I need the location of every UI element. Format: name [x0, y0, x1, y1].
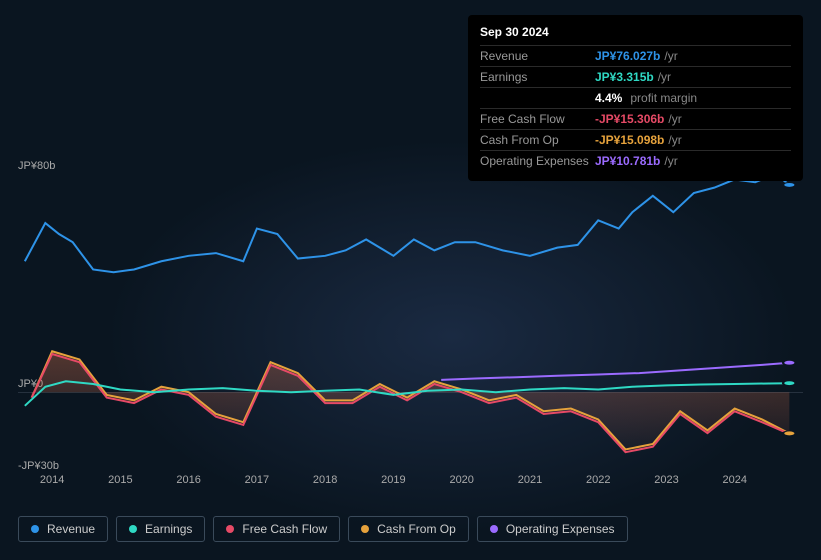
legend-label: Earnings — [145, 522, 192, 536]
x-axis-label: 2020 — [449, 474, 473, 486]
tooltip-row-value: JP¥10.781b — [595, 154, 660, 168]
tooltip-row-label: Earnings — [480, 70, 595, 84]
legend-dot-icon — [361, 525, 369, 533]
x-axis-label: 2022 — [586, 474, 610, 486]
tooltip-row: RevenueJP¥76.027b/yr — [480, 45, 791, 66]
tooltip-row-suffix: /yr — [668, 112, 681, 126]
legend-item-fcf[interactable]: Free Cash Flow — [213, 516, 340, 542]
legend-label: Operating Expenses — [506, 522, 615, 536]
chart: JP¥80bJP¥0-JP¥30b 2014201520162017201820… — [18, 160, 803, 490]
legend-dot-icon — [129, 525, 137, 533]
chart-svg — [18, 174, 803, 474]
tooltip-row-suffix: /yr — [658, 70, 671, 84]
end-dot-opex — [783, 360, 796, 365]
legend-label: Cash From Op — [377, 522, 456, 536]
tooltip-row: Cash From Op-JP¥15.098b/yr — [480, 129, 791, 150]
tooltip-row-label: Operating Expenses — [480, 154, 595, 168]
tooltip-row: Free Cash Flow-JP¥15.306b/yr — [480, 108, 791, 129]
y-axis-label: JP¥80b — [18, 160, 55, 172]
x-axis-label: 2015 — [108, 474, 132, 486]
legend-label: Free Cash Flow — [242, 522, 327, 536]
series-area-cfo — [32, 351, 790, 449]
tooltip-row-suffix: /yr — [664, 49, 677, 63]
x-axis-label: 2017 — [245, 474, 269, 486]
tooltip-row: Operating ExpensesJP¥10.781b/yr — [480, 150, 791, 171]
x-axis-label: 2024 — [722, 474, 746, 486]
x-axis-label: 2014 — [40, 474, 64, 486]
tooltip-row-suffix: /yr — [668, 133, 681, 147]
x-axis-label: 2023 — [654, 474, 678, 486]
legend-item-earnings[interactable]: Earnings — [116, 516, 205, 542]
legend-item-revenue[interactable]: Revenue — [18, 516, 108, 542]
tooltip-row-label: Free Cash Flow — [480, 112, 595, 126]
tooltip-row: 4.4% profit margin — [480, 87, 791, 108]
tooltip-row-value: 4.4% — [595, 91, 622, 105]
series-line-opex — [441, 363, 789, 380]
tooltip-box: Sep 30 2024 RevenueJP¥76.027b/yrEarnings… — [468, 15, 803, 181]
legend-item-cfo[interactable]: Cash From Op — [348, 516, 469, 542]
legend: Revenue Earnings Free Cash Flow Cash From O… — [18, 516, 628, 542]
x-axis-label: 2019 — [381, 474, 405, 486]
tooltip-row-extra: profit margin — [630, 91, 697, 105]
legend-item-opex[interactable]: Operating Expenses — [477, 516, 628, 542]
legend-label: Revenue — [47, 522, 95, 536]
end-dot-earnings — [783, 381, 796, 386]
tooltip-row-suffix: /yr — [664, 154, 677, 168]
tooltip-row-value: JP¥76.027b — [595, 49, 660, 63]
legend-dot-icon — [31, 525, 39, 533]
tooltip-row-value: -JP¥15.306b — [595, 112, 664, 126]
legend-dot-icon — [226, 525, 234, 533]
tooltip-row-label: Cash From Op — [480, 133, 595, 147]
x-axis-label: 2021 — [518, 474, 542, 486]
tooltip-row-value: JP¥3.315b — [595, 70, 654, 84]
tooltip-row-label: Revenue — [480, 49, 595, 63]
x-axis-label: 2018 — [313, 474, 337, 486]
tooltip-date: Sep 30 2024 — [480, 25, 791, 45]
x-axis-label: 2016 — [176, 474, 200, 486]
end-dot-revenue — [783, 183, 796, 188]
tooltip-row-value: -JP¥15.098b — [595, 133, 664, 147]
legend-dot-icon — [490, 525, 498, 533]
tooltip-row: EarningsJP¥3.315b/yr — [480, 66, 791, 87]
series-line-revenue — [25, 174, 790, 272]
end-dot-cfo — [783, 431, 796, 436]
